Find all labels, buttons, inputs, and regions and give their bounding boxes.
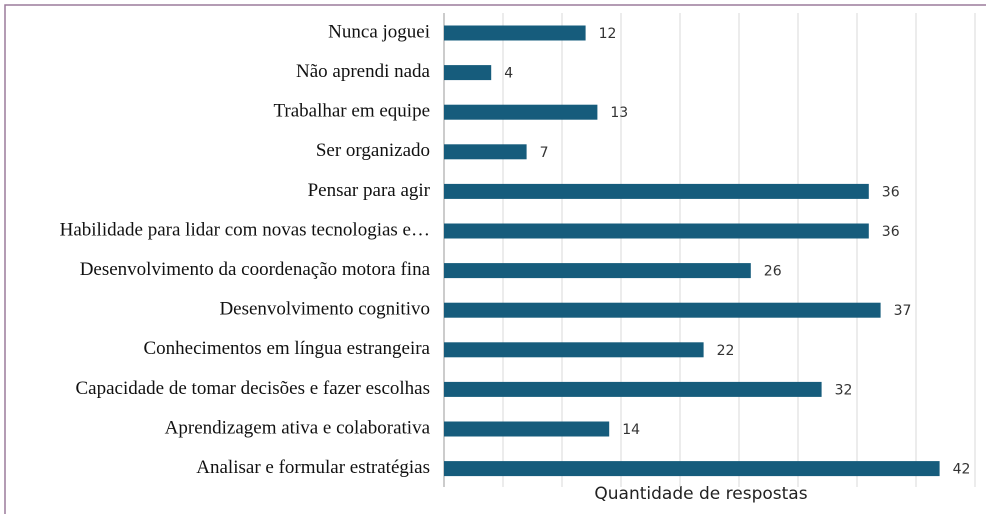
category-label: Nunca joguei [328,21,430,42]
bar [444,302,881,318]
value-label: 13 [610,105,628,121]
bar [444,342,704,358]
value-label: 26 [764,264,782,280]
category-label: Desenvolvimento cognitivo [219,299,430,320]
bar [444,183,869,199]
value-label: 36 [882,184,900,200]
value-label: 36 [882,224,900,240]
value-label: 22 [717,343,735,359]
x-axis-label: Quantidade de respostas [594,484,807,504]
bar [444,223,869,239]
bar [444,144,527,160]
bar [444,25,586,41]
bar [444,263,751,279]
value-label: 32 [835,382,853,398]
value-label: 37 [894,303,912,319]
category-label: Conhecimentos em língua estrangeira [144,338,431,359]
category-label: Aprendizagem ativa e colaborativa [165,417,431,438]
value-label: 42 [953,462,971,478]
category-label: Pensar para agir [308,180,431,201]
bar [444,65,492,81]
category-label: Capacidade de tomar decisões e fazer esc… [76,378,431,399]
bar [444,104,598,120]
value-label: 12 [599,26,617,42]
category-label: Ser organizado [316,140,430,161]
bar [444,421,610,437]
frame [4,4,986,514]
value-label: 14 [622,422,640,438]
bar [444,381,822,397]
category-label: Desenvolvimento da coordenação motora fi… [80,259,431,280]
bar [444,461,940,477]
category-label: Habilidade para lidar com novas tecnolog… [60,219,430,240]
value-label: 4 [504,66,513,82]
value-label: 7 [540,145,549,161]
category-label: Não aprendi nada [296,61,431,82]
category-label: Analisar e formular estratégias [196,457,430,478]
category-label: Trabalhar em equipe [273,101,430,122]
